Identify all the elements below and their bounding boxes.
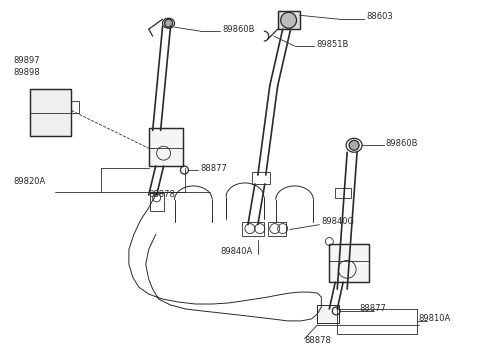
Bar <box>150 193 164 211</box>
Bar <box>329 245 369 282</box>
Bar <box>278 11 300 29</box>
Bar <box>329 245 369 282</box>
Bar <box>72 101 79 112</box>
Text: 88603: 88603 <box>366 12 393 21</box>
Text: 89860B: 89860B <box>222 25 255 34</box>
Text: 89820A: 89820A <box>14 177 46 186</box>
Text: 89840A: 89840A <box>220 247 252 256</box>
Circle shape <box>165 19 172 27</box>
Bar <box>317 305 339 323</box>
Text: 88877: 88877 <box>359 305 386 313</box>
Text: 88878: 88878 <box>149 190 176 199</box>
Bar <box>252 172 270 184</box>
Bar <box>317 305 339 323</box>
Bar <box>335 188 351 198</box>
Bar <box>268 222 286 236</box>
Circle shape <box>281 12 297 28</box>
Bar <box>149 129 183 166</box>
Bar <box>242 222 264 236</box>
Bar <box>30 89 72 136</box>
Text: 89840G: 89840G <box>322 217 354 226</box>
Bar <box>149 129 183 166</box>
Text: 89810A: 89810A <box>419 315 451 323</box>
Bar <box>30 89 72 136</box>
Text: 89897: 89897 <box>14 56 40 65</box>
Text: 88877: 88877 <box>200 164 227 172</box>
Text: 89860B: 89860B <box>386 139 419 148</box>
Circle shape <box>349 140 359 150</box>
Text: 89898: 89898 <box>14 68 40 77</box>
Bar <box>278 11 300 29</box>
Text: 89851B: 89851B <box>316 40 349 49</box>
Text: 88878: 88878 <box>304 336 331 345</box>
